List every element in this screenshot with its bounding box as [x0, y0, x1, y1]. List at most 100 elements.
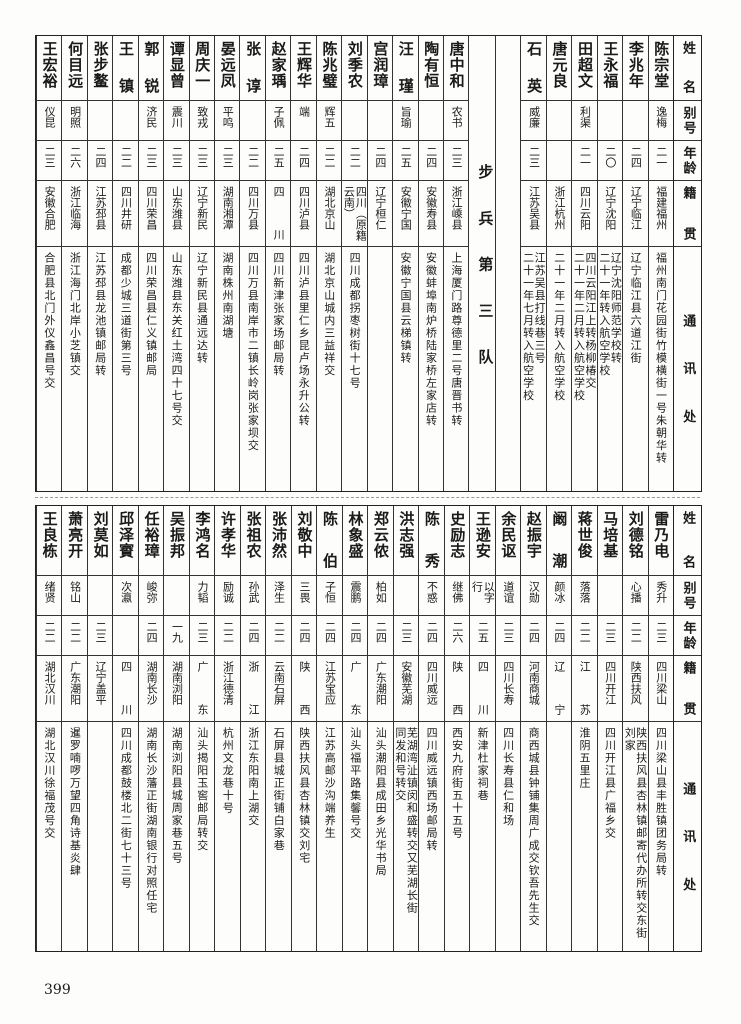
entry-age: 二三: [450, 146, 464, 168]
roster-entry: 萧亮开 铭山 二二 广东潮阳 暹罗喃啰万望四角诗基炎肆: [61, 506, 87, 951]
entry-alias: 心播: [629, 581, 643, 603]
cell-name: 田超文: [572, 36, 597, 101]
cell-alias: 不惑: [419, 576, 444, 616]
cell-name: 萧亮开: [62, 506, 87, 576]
cell-origin: 安徽寿县: [418, 181, 443, 247]
entry-age: 二三: [170, 146, 184, 168]
cell-name: 王辉华: [291, 36, 316, 101]
cell-origin: 四川万县: [240, 181, 265, 247]
entry-name: 何目远: [66, 41, 85, 89]
cell-origin: 四川开江: [597, 656, 623, 722]
cell-origin: 辽宁临江: [623, 181, 648, 247]
cell-name: 王逊安: [470, 506, 495, 576]
entry-age: 二二: [272, 621, 286, 643]
cell-age: 二五: [393, 141, 418, 181]
entry-address: 江苏邳县龙池镇邮局转: [93, 252, 107, 377]
cell-address: [88, 722, 112, 951]
roster-entry: 王良栋 绪贤 二二 湖北汉川 湖北汉川徐福茂号交: [35, 506, 62, 951]
cell-origin: 四川: [265, 181, 291, 247]
roster-entry: 张谆 二二 四川万县 四川万县南岸市二镇长岭岗张家坝交: [239, 36, 265, 491]
roster-entry: 宫润璋 二四 辽宁桓仁: [366, 36, 393, 491]
roster-entry: 何目远 明照 二六 浙江临海 浙江海门北岸小芝镇交: [61, 36, 87, 491]
entry-name: 吴振邦: [168, 511, 187, 559]
header-address: 通讯处: [674, 722, 701, 951]
entry-alias: 旨瑜: [399, 106, 413, 128]
cell-age: 二三: [215, 141, 240, 181]
cell-age: 二一: [572, 141, 597, 181]
entry-alias: 道谊: [501, 581, 515, 603]
entry-alias: 汉勋: [527, 581, 541, 603]
entry-origin: 江苏宝应: [323, 661, 337, 705]
unit-label-box: 步兵第三队: [475, 36, 496, 491]
cell-alias: [597, 101, 623, 141]
cell-name: 唐中和: [443, 36, 469, 101]
roster-entry: 陈秀 不惑 二四 四川威远 四川威远镇西场邮局转: [418, 506, 444, 951]
cell-address: 杭州文龙巷十号: [215, 722, 239, 951]
cell-origin: 四川长寿: [495, 656, 521, 722]
header-name-label: 姓名: [680, 41, 695, 94]
cell-origin: 湖北京山: [316, 181, 342, 247]
cell-origin: 广东: [342, 656, 368, 722]
roster-entry: 许孝华 励诚 二二 浙江德清 杭州文龙巷十号: [214, 506, 240, 951]
cell-name: 陈宗堂: [648, 36, 673, 101]
entry-name: 王宏裕: [40, 41, 59, 89]
header-alias: 别号: [674, 101, 701, 141]
roster-entry: 邱泽賨 次瀛 四川 四川成都鼓楼北二街七十三号: [112, 506, 138, 951]
cell-age: 二四: [138, 616, 164, 656]
entry-age: 二六: [68, 146, 82, 168]
entry-age: 二三: [221, 146, 235, 168]
cell-address: 商西城县钟铺集周广成交钦吾先生交: [521, 722, 545, 951]
cell-age: 二二: [572, 616, 597, 656]
cell-name: 王镇: [113, 36, 138, 101]
cell-alias: 继佛: [444, 576, 470, 616]
entry-address: 西安九府街五十五号: [450, 727, 464, 840]
cell-origin: 浙江: [240, 656, 266, 722]
entry-name: 刘德铭: [626, 511, 645, 559]
header-alias: 别号: [674, 576, 701, 616]
entry-age: 二六: [450, 621, 464, 643]
entry-name: 唐中和: [447, 41, 466, 89]
entry-origin: 安徽芜湖: [399, 661, 413, 705]
cell-name: 许孝华: [215, 506, 240, 576]
cell-age: 二四: [367, 141, 393, 181]
entry-age: 二一: [578, 146, 592, 168]
cell-name: 晏远凤: [215, 36, 240, 101]
entry-address: 江苏高邮沙沟端养生: [323, 727, 337, 840]
cell-origin: 四川（原籍云南）: [342, 181, 367, 247]
entry-address: 湖南株州南湖塘: [220, 252, 234, 340]
cell-name: 阚潮: [546, 506, 572, 576]
roster-entry: 刘莫如 二三 辽宁盖平: [86, 506, 113, 951]
entry-address: 芜湖湾沚镇闵和盛转交又芜湖长街 同发和号转交: [393, 727, 419, 915]
cell-address: 湖南株州南湖塘: [215, 247, 239, 491]
cell-address: 浙江海门北岸小芝镇交: [62, 247, 86, 491]
cell-origin: 湖南浏阳: [164, 656, 189, 722]
section-divider: [35, 497, 700, 498]
entry-age: 二五: [399, 146, 413, 168]
entry-age: 二三: [94, 621, 108, 643]
entry-age: 二〇: [603, 146, 617, 168]
cell-alias: 辉五: [316, 101, 342, 141]
entry-address: 上海厦门路尊德里二号唐晋书转: [449, 252, 463, 427]
cell-address: 湖北汉川徐福茂号交: [37, 722, 61, 951]
cell-age: 二四: [546, 616, 572, 656]
cell-age: 二三: [36, 141, 62, 181]
entry-origin: 四川: [119, 661, 133, 715]
cell-alias: 落落: [572, 576, 597, 616]
header-origin-label: 籍贯: [680, 186, 696, 240]
entry-address: 浙江东阳南上湖交: [246, 727, 260, 827]
entry-origin: 四川井研: [119, 186, 133, 230]
entry-name: 石英: [525, 41, 544, 94]
entry-age: 二四: [629, 146, 643, 168]
cell-address: 四川开江县广福乡交: [598, 722, 622, 951]
cell-name: 李鸿名: [189, 506, 215, 576]
cell-name: 郑云侬: [368, 506, 393, 576]
cell-origin: 陕西扶风: [623, 656, 648, 722]
cell-address: 四川梁山县丰胜镇团务局转: [649, 722, 673, 951]
cell-alias: 旨瑜: [393, 101, 418, 141]
entry-alias: 震川: [170, 106, 184, 128]
cell-age: 二二: [62, 616, 87, 656]
roster-entry: 刘敬中 三畏 二四 陕西 陕西扶风县杏林镇交刘宅: [290, 506, 317, 951]
cell-name: 洪志强: [393, 506, 419, 576]
cell-address: 淮阴五里庄: [572, 722, 596, 951]
entry-name: 刘敬中: [295, 511, 314, 559]
